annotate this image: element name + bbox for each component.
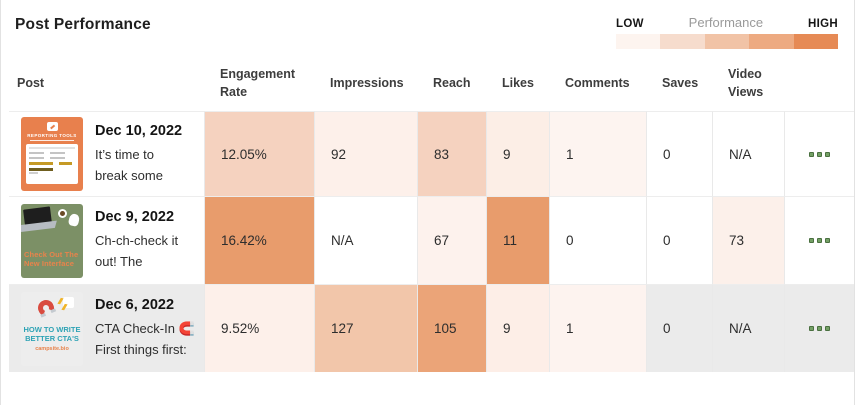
thumbnail-subtitle-line	[30, 140, 74, 141]
thumbnail-title: HOW TO WRITE BETTER CTA'S	[23, 324, 81, 343]
page-title: Post Performance	[15, 16, 151, 33]
video-views-cell: N/A	[712, 284, 784, 372]
legend-gradient-bar	[616, 34, 839, 49]
row-menu-button[interactable]	[805, 322, 834, 335]
menu-dot-icon	[809, 326, 814, 331]
post-summary: Dec 6, 2022 CTA Check-In 🧲 First things …	[95, 297, 195, 360]
table-row: REPORTING TOOLS Dec 10, 2022 It’s time t…	[9, 111, 854, 196]
engagement-rate-cell: 16.42%	[204, 196, 314, 284]
menu-dot-icon	[809, 238, 814, 243]
thumbnail-domain: campsite.bio	[35, 345, 69, 352]
post-summary: Dec 9, 2022 Ch-ch-check it out! The	[95, 209, 178, 272]
impressions-cell: 92	[314, 111, 417, 196]
impressions-cell: 127	[314, 284, 417, 372]
thumbnail-dashboard-art	[26, 144, 78, 184]
column-header-impressions: Impressions	[330, 75, 404, 90]
table-header-row: Post Engagement Rate Impressions Reach L…	[9, 55, 854, 111]
menu-dot-icon	[825, 238, 830, 243]
post-summary: Dec 10, 2022 It’s time to break some	[95, 123, 182, 186]
likes-cell: 9	[486, 111, 549, 196]
post-thumbnail[interactable]: Check Out The New Interface	[21, 203, 83, 278]
post-date: Dec 9, 2022	[95, 209, 175, 225]
post-date: Dec 6, 2022	[95, 297, 175, 313]
video-views-cell: 73	[712, 196, 784, 284]
menu-dot-icon	[825, 326, 830, 331]
comments-cell: 1	[549, 111, 646, 196]
comments-cell: 1	[549, 284, 646, 372]
performance-legend: LOW Performance HIGH	[616, 15, 839, 49]
post-performance-table: Post Engagement Rate Impressions Reach L…	[9, 55, 854, 372]
hand-icon	[67, 212, 81, 227]
column-header-likes: Likes	[502, 75, 534, 90]
column-header-reach: Reach	[433, 75, 471, 90]
likes-cell: 11	[486, 196, 549, 284]
reach-cell: 83	[417, 111, 486, 196]
table-row: Check Out The New Interface Dec 9, 2022 …	[9, 196, 854, 284]
post-date: Dec 10, 2022	[95, 122, 183, 139]
column-header-post: Post	[17, 75, 45, 90]
legend-swatch-2	[660, 34, 705, 49]
legend-title: Performance	[688, 15, 764, 30]
menu-dot-icon	[817, 151, 822, 157]
reach-cell: 105	[417, 284, 486, 372]
reach-cell: 67	[417, 196, 486, 284]
legend-swatch-3	[704, 34, 750, 49]
menu-dot-icon	[825, 151, 830, 157]
actions-cell	[784, 284, 854, 372]
post-cell: REPORTING TOOLS Dec 10, 2022 It’s time t…	[9, 111, 204, 196]
saves-cell: 0	[646, 111, 712, 196]
actions-cell	[784, 111, 854, 196]
column-header-comments: Comments	[565, 75, 630, 90]
comments-cell: 0	[549, 196, 646, 284]
legend-low-label: LOW	[616, 18, 644, 30]
menu-dot-icon	[817, 238, 822, 243]
saves-cell: 0	[646, 196, 712, 284]
legend-swatch-1	[616, 34, 661, 49]
chart-arrow-icon	[46, 122, 58, 131]
thumbnail-title: Check Out The New Interface	[24, 249, 79, 268]
row-menu-button[interactable]	[805, 234, 834, 247]
post-caption-line1: CTA Check-In 🧲	[95, 321, 195, 336]
card-header: Post Performance LOW Performance HIGH	[1, 0, 854, 55]
post-thumbnail[interactable]: REPORTING TOOLS	[21, 117, 83, 191]
engagement-rate-cell: 9.52%	[204, 284, 314, 372]
row-menu-button[interactable]	[805, 148, 834, 161]
thumbnail-title: REPORTING TOOLS	[27, 133, 77, 138]
likes-cell: 9	[486, 284, 549, 372]
post-caption-line2: First things first:	[95, 342, 187, 357]
post-caption-line1: Ch-ch-check it	[95, 233, 179, 248]
legend-swatch-5	[793, 34, 839, 49]
menu-dot-icon	[817, 326, 822, 331]
column-header-engagement-rate: Engagement Rate	[220, 66, 296, 99]
post-cell: HOW TO WRITE BETTER CTA'S campsite.bio D…	[9, 284, 204, 372]
column-header-video-views: Video Views	[728, 66, 764, 99]
post-caption-line2: break some	[95, 167, 163, 183]
column-header-saves: Saves	[662, 75, 699, 90]
post-caption-line2: out! The	[95, 254, 143, 269]
saves-cell: 0	[646, 284, 712, 372]
legend-labels: LOW Performance HIGH	[616, 15, 838, 30]
impressions-cell: N/A	[314, 196, 417, 284]
engagement-rate-cell: 12.05%	[204, 111, 314, 196]
post-thumbnail[interactable]: HOW TO WRITE BETTER CTA'S campsite.bio	[21, 291, 83, 366]
coffee-cup-icon	[58, 208, 67, 218]
menu-dot-icon	[809, 151, 814, 157]
magnet-icon	[35, 296, 57, 319]
legend-high-label: HIGH	[808, 18, 838, 30]
actions-cell	[784, 196, 854, 284]
post-caption-line1: It’s time to	[95, 146, 155, 162]
video-views-cell: N/A	[712, 111, 784, 196]
legend-swatch-4	[749, 34, 794, 49]
table-row: HOW TO WRITE BETTER CTA'S campsite.bio D…	[9, 284, 854, 372]
post-cell: Check Out The New Interface Dec 9, 2022 …	[9, 196, 204, 284]
